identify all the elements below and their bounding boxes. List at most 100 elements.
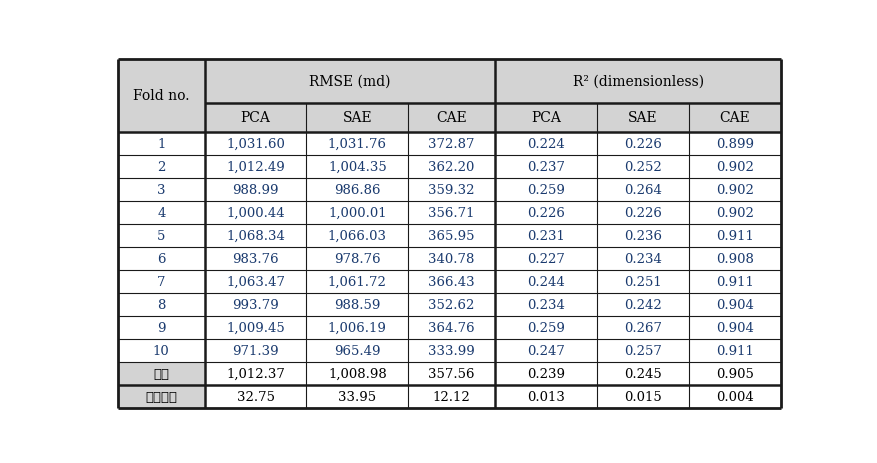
Bar (689, 156, 781, 179)
Text: 0.259: 0.259 (527, 321, 565, 334)
Text: 8: 8 (157, 298, 166, 311)
Bar (689, 385, 781, 408)
Text: 3: 3 (157, 183, 166, 196)
Bar (597, 362, 689, 385)
Bar (408, 362, 496, 385)
Bar (597, 339, 689, 362)
Text: SAE: SAE (628, 111, 658, 125)
Text: 1,012.49: 1,012.49 (226, 161, 285, 174)
Text: 1,031.60: 1,031.60 (226, 138, 285, 150)
Bar (408, 270, 496, 293)
Text: SAE: SAE (343, 111, 372, 125)
Bar (496, 179, 597, 201)
Text: 0.899: 0.899 (717, 138, 754, 150)
Text: 1,031.76: 1,031.76 (328, 138, 387, 150)
Bar (204, 362, 306, 385)
Text: 1,063.47: 1,063.47 (226, 275, 285, 288)
Bar (408, 293, 496, 316)
Text: 357.56: 357.56 (429, 367, 475, 380)
Bar (689, 247, 781, 270)
Text: 2: 2 (157, 161, 166, 174)
Bar (408, 385, 496, 408)
Text: 0.239: 0.239 (527, 367, 565, 380)
Bar (496, 156, 597, 179)
Text: 0.911: 0.911 (717, 229, 754, 242)
Bar (306, 247, 408, 270)
Text: 1,009.45: 1,009.45 (226, 321, 285, 334)
Text: 965.49: 965.49 (334, 344, 381, 357)
Text: 0.264: 0.264 (624, 183, 662, 196)
Bar (306, 103, 408, 132)
Bar (118, 270, 204, 293)
Bar (204, 293, 306, 316)
Text: 4: 4 (157, 206, 166, 219)
Text: 12.12: 12.12 (432, 390, 471, 403)
Text: 1,068.34: 1,068.34 (226, 229, 285, 242)
Text: 0.257: 0.257 (624, 344, 662, 357)
Bar (408, 316, 496, 339)
Bar (408, 339, 496, 362)
Bar (597, 385, 689, 408)
Bar (597, 103, 689, 132)
Bar (408, 247, 496, 270)
Text: 364.76: 364.76 (428, 321, 475, 334)
Text: 0.252: 0.252 (624, 161, 662, 174)
Bar (118, 156, 204, 179)
Bar (408, 103, 496, 132)
Bar (689, 132, 781, 156)
Bar (306, 156, 408, 179)
Text: 7: 7 (157, 275, 166, 288)
Bar (597, 247, 689, 270)
Text: 5: 5 (157, 229, 166, 242)
Bar (118, 362, 204, 385)
Text: 365.95: 365.95 (429, 229, 475, 242)
Bar (204, 385, 306, 408)
Bar (496, 247, 597, 270)
Bar (204, 225, 306, 247)
Text: 32.75: 32.75 (237, 390, 275, 403)
Text: 352.62: 352.62 (429, 298, 474, 311)
Bar (408, 225, 496, 247)
Bar (118, 293, 204, 316)
Bar (306, 293, 408, 316)
Bar (689, 201, 781, 225)
Text: 6: 6 (157, 252, 166, 265)
Bar (204, 247, 306, 270)
Text: 0.234: 0.234 (527, 298, 565, 311)
Bar (689, 225, 781, 247)
Bar (204, 156, 306, 179)
Bar (204, 270, 306, 293)
Text: 983.76: 983.76 (232, 252, 279, 265)
Text: 0.911: 0.911 (717, 275, 754, 288)
Text: 0.226: 0.226 (624, 206, 662, 219)
Bar (597, 316, 689, 339)
Bar (306, 316, 408, 339)
Text: 0.902: 0.902 (717, 206, 754, 219)
Text: 978.76: 978.76 (334, 252, 381, 265)
Bar (496, 293, 597, 316)
Text: 366.43: 366.43 (428, 275, 475, 288)
Text: 0.908: 0.908 (717, 252, 754, 265)
Bar (118, 385, 204, 408)
Text: 971.39: 971.39 (232, 344, 279, 357)
Text: 372.87: 372.87 (429, 138, 475, 150)
Bar (496, 270, 597, 293)
Text: 0.224: 0.224 (527, 138, 565, 150)
Text: 333.99: 333.99 (428, 344, 475, 357)
Text: CAE: CAE (720, 111, 751, 125)
Bar (689, 362, 781, 385)
Text: PCA: PCA (240, 111, 270, 125)
Text: 0.251: 0.251 (624, 275, 662, 288)
Bar (408, 132, 496, 156)
Bar (204, 60, 496, 103)
Bar (496, 316, 597, 339)
Text: 10: 10 (153, 344, 169, 357)
Text: 0.904: 0.904 (717, 321, 754, 334)
Bar (306, 132, 408, 156)
Bar (597, 156, 689, 179)
Bar (306, 179, 408, 201)
Bar (408, 201, 496, 225)
Text: 1,012.37: 1,012.37 (226, 367, 285, 380)
Bar (689, 339, 781, 362)
Text: 0.259: 0.259 (527, 183, 565, 196)
